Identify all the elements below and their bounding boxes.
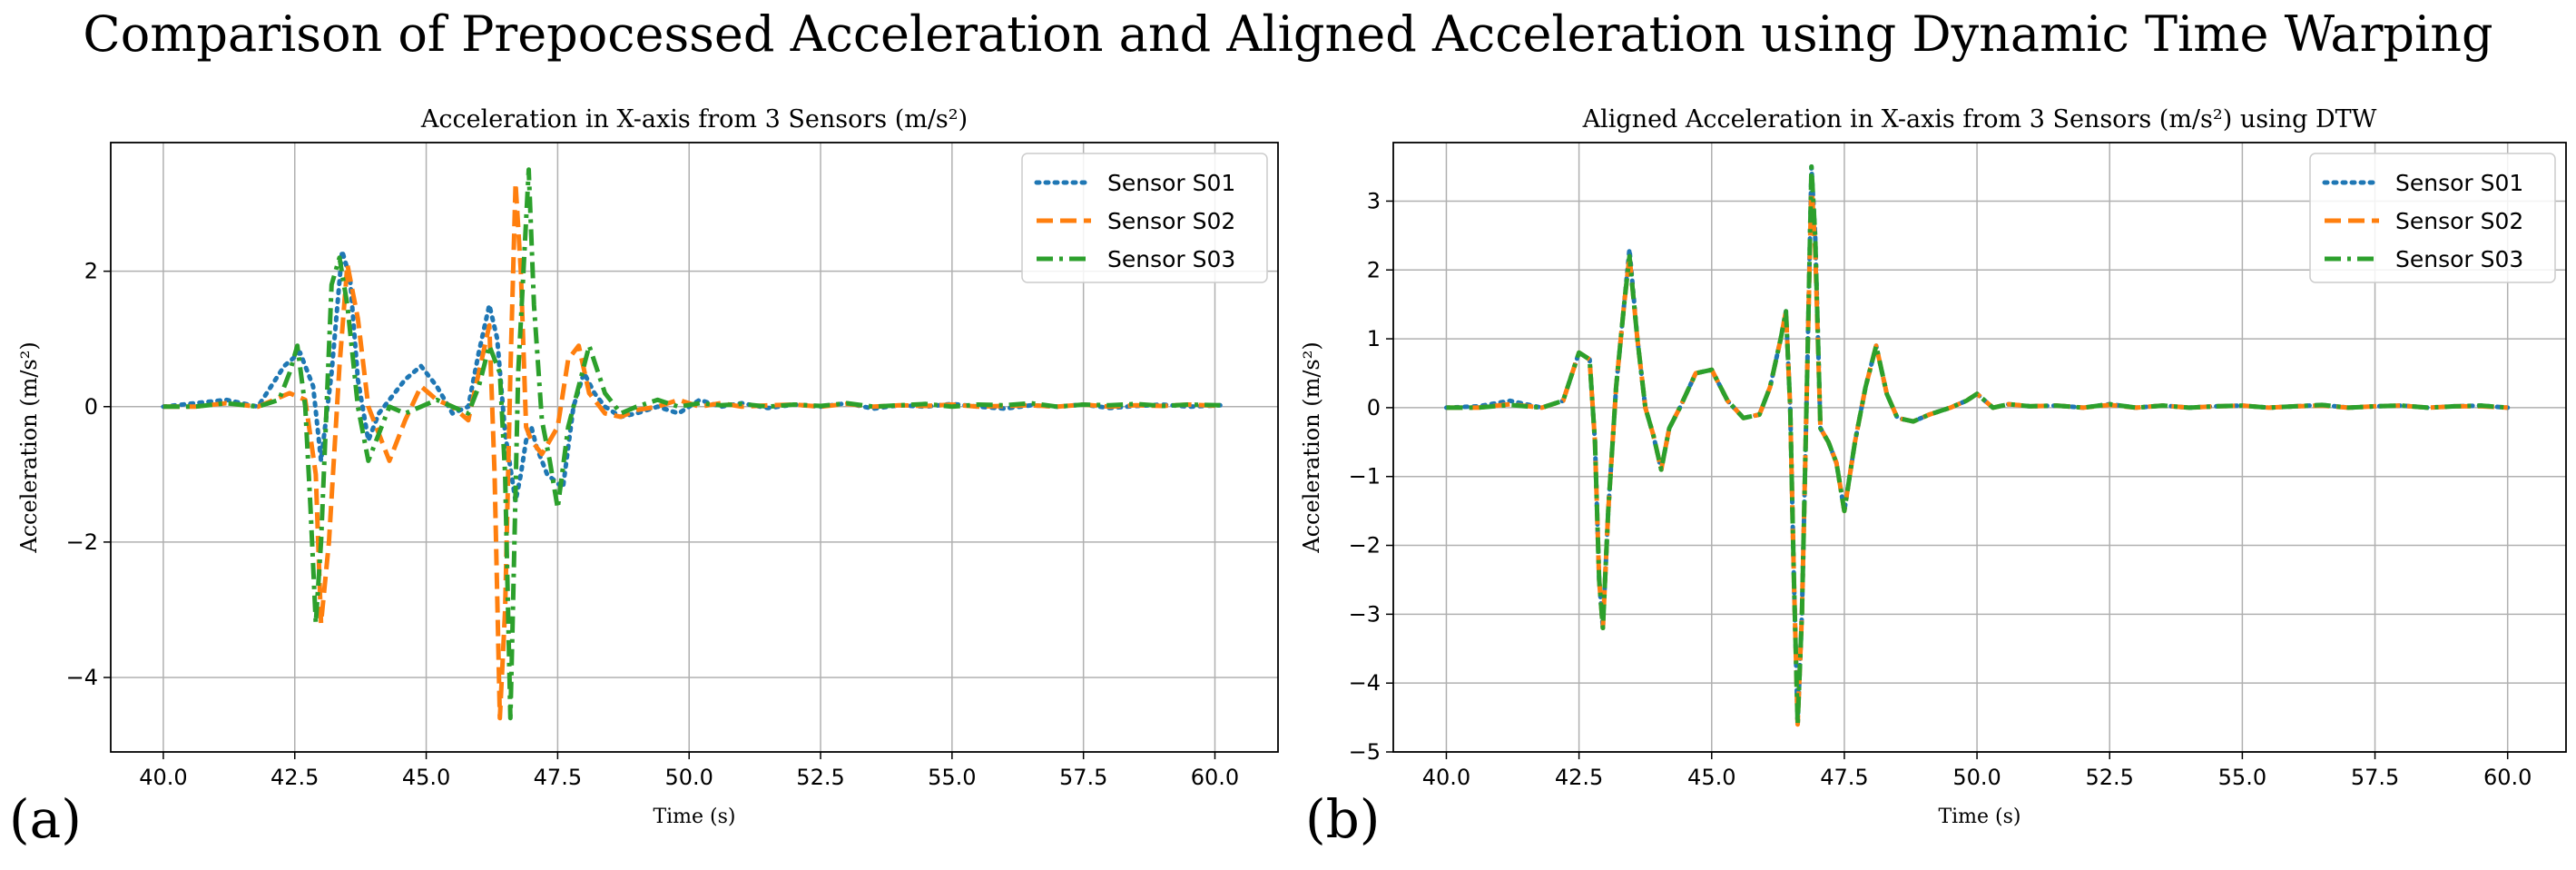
y-tick-label: 2	[1367, 257, 1381, 282]
y-tick-label: −2	[1349, 533, 1381, 559]
y-tick-label: −4	[1349, 670, 1381, 696]
x-tick-label: 52.5	[796, 765, 844, 790]
y-tick-label: −4	[66, 665, 98, 690]
plot-frame-b	[1392, 142, 2567, 753]
x-axis-label-a: Time (s)	[653, 806, 735, 828]
legend-label: Sensor S01	[1107, 170, 1235, 196]
legend-b: Sensor S01 Sensor S02 Sensor S03	[2309, 153, 2556, 283]
legend-label: Sensor S03	[2395, 246, 2523, 272]
y-tick-label: −3	[1349, 601, 1381, 627]
x-tick-label: 60.0	[1191, 765, 1239, 790]
series-line-sensor-s03	[162, 167, 1221, 721]
y-tick-label: −1	[1349, 464, 1381, 489]
x-tick-label: 42.5	[270, 765, 319, 790]
legend-label: Sensor S03	[1107, 246, 1235, 272]
legend-a: Sensor S01 Sensor S02 Sensor S03	[1021, 153, 1268, 283]
x-tick-label: 50.0	[1952, 765, 2001, 790]
x-tick-label: 57.5	[2351, 765, 2399, 790]
chart-a: Acceleration in X-axis from 3 Sensors (m…	[16, 105, 1279, 828]
x-tick-label: 60.0	[2483, 765, 2532, 790]
y-tick-label: 2	[84, 259, 98, 284]
chart-title-a: Acceleration in X-axis from 3 Sensors (m…	[420, 105, 968, 133]
series-line-sensor-s03	[1446, 164, 2508, 727]
panel-label-a: (a)	[9, 788, 82, 850]
x-tick-label: 45.0	[402, 765, 450, 790]
y-tick-label: −5	[1349, 739, 1381, 765]
x-tick-label: 55.0	[2218, 765, 2266, 790]
figure-title: Comparison of Prepocessed Acceleration a…	[83, 5, 2493, 63]
x-axis-label-b: Time (s)	[1938, 806, 2020, 828]
panel-label-b: (b)	[1305, 788, 1381, 850]
x-tick-label: 47.5	[1820, 765, 1868, 790]
legend-box	[1021, 153, 1268, 283]
x-tick-label: 45.0	[1687, 765, 1735, 790]
x-tick-label: 50.0	[664, 765, 713, 790]
y-tick-label: 1	[1367, 326, 1381, 351]
x-tick-label: 57.5	[1059, 765, 1107, 790]
legend-label: Sensor S01	[2395, 170, 2523, 196]
x-tick-label: 40.0	[139, 765, 187, 790]
y-tick-label: 0	[1367, 395, 1381, 420]
series-line-sensor-s01	[161, 248, 1223, 504]
y-tick-label: 3	[1367, 188, 1381, 213]
chart-b: Aligned Acceleration in X-axis from 3 Se…	[1299, 105, 2567, 828]
chart-title-b: Aligned Acceleration in X-axis from 3 Se…	[1582, 105, 2377, 133]
x-tick-label: 42.5	[1555, 765, 1603, 790]
y-tick-label: −2	[66, 529, 98, 555]
plot-frame-a	[110, 142, 1279, 753]
x-tick-label: 55.0	[928, 765, 976, 790]
legend-box	[2309, 153, 2556, 283]
y-tick-label: 0	[84, 394, 98, 420]
x-tick-label: 40.0	[1422, 765, 1470, 790]
legend-label: Sensor S02	[2395, 208, 2523, 234]
y-axis-label-a: Acceleration (m/s²)	[16, 341, 42, 553]
y-axis-label-b: Acceleration (m/s²)	[1299, 341, 1324, 553]
x-tick-label: 52.5	[2086, 765, 2134, 790]
legend-label: Sensor S02	[1107, 208, 1235, 234]
x-tick-label: 47.5	[534, 765, 582, 790]
